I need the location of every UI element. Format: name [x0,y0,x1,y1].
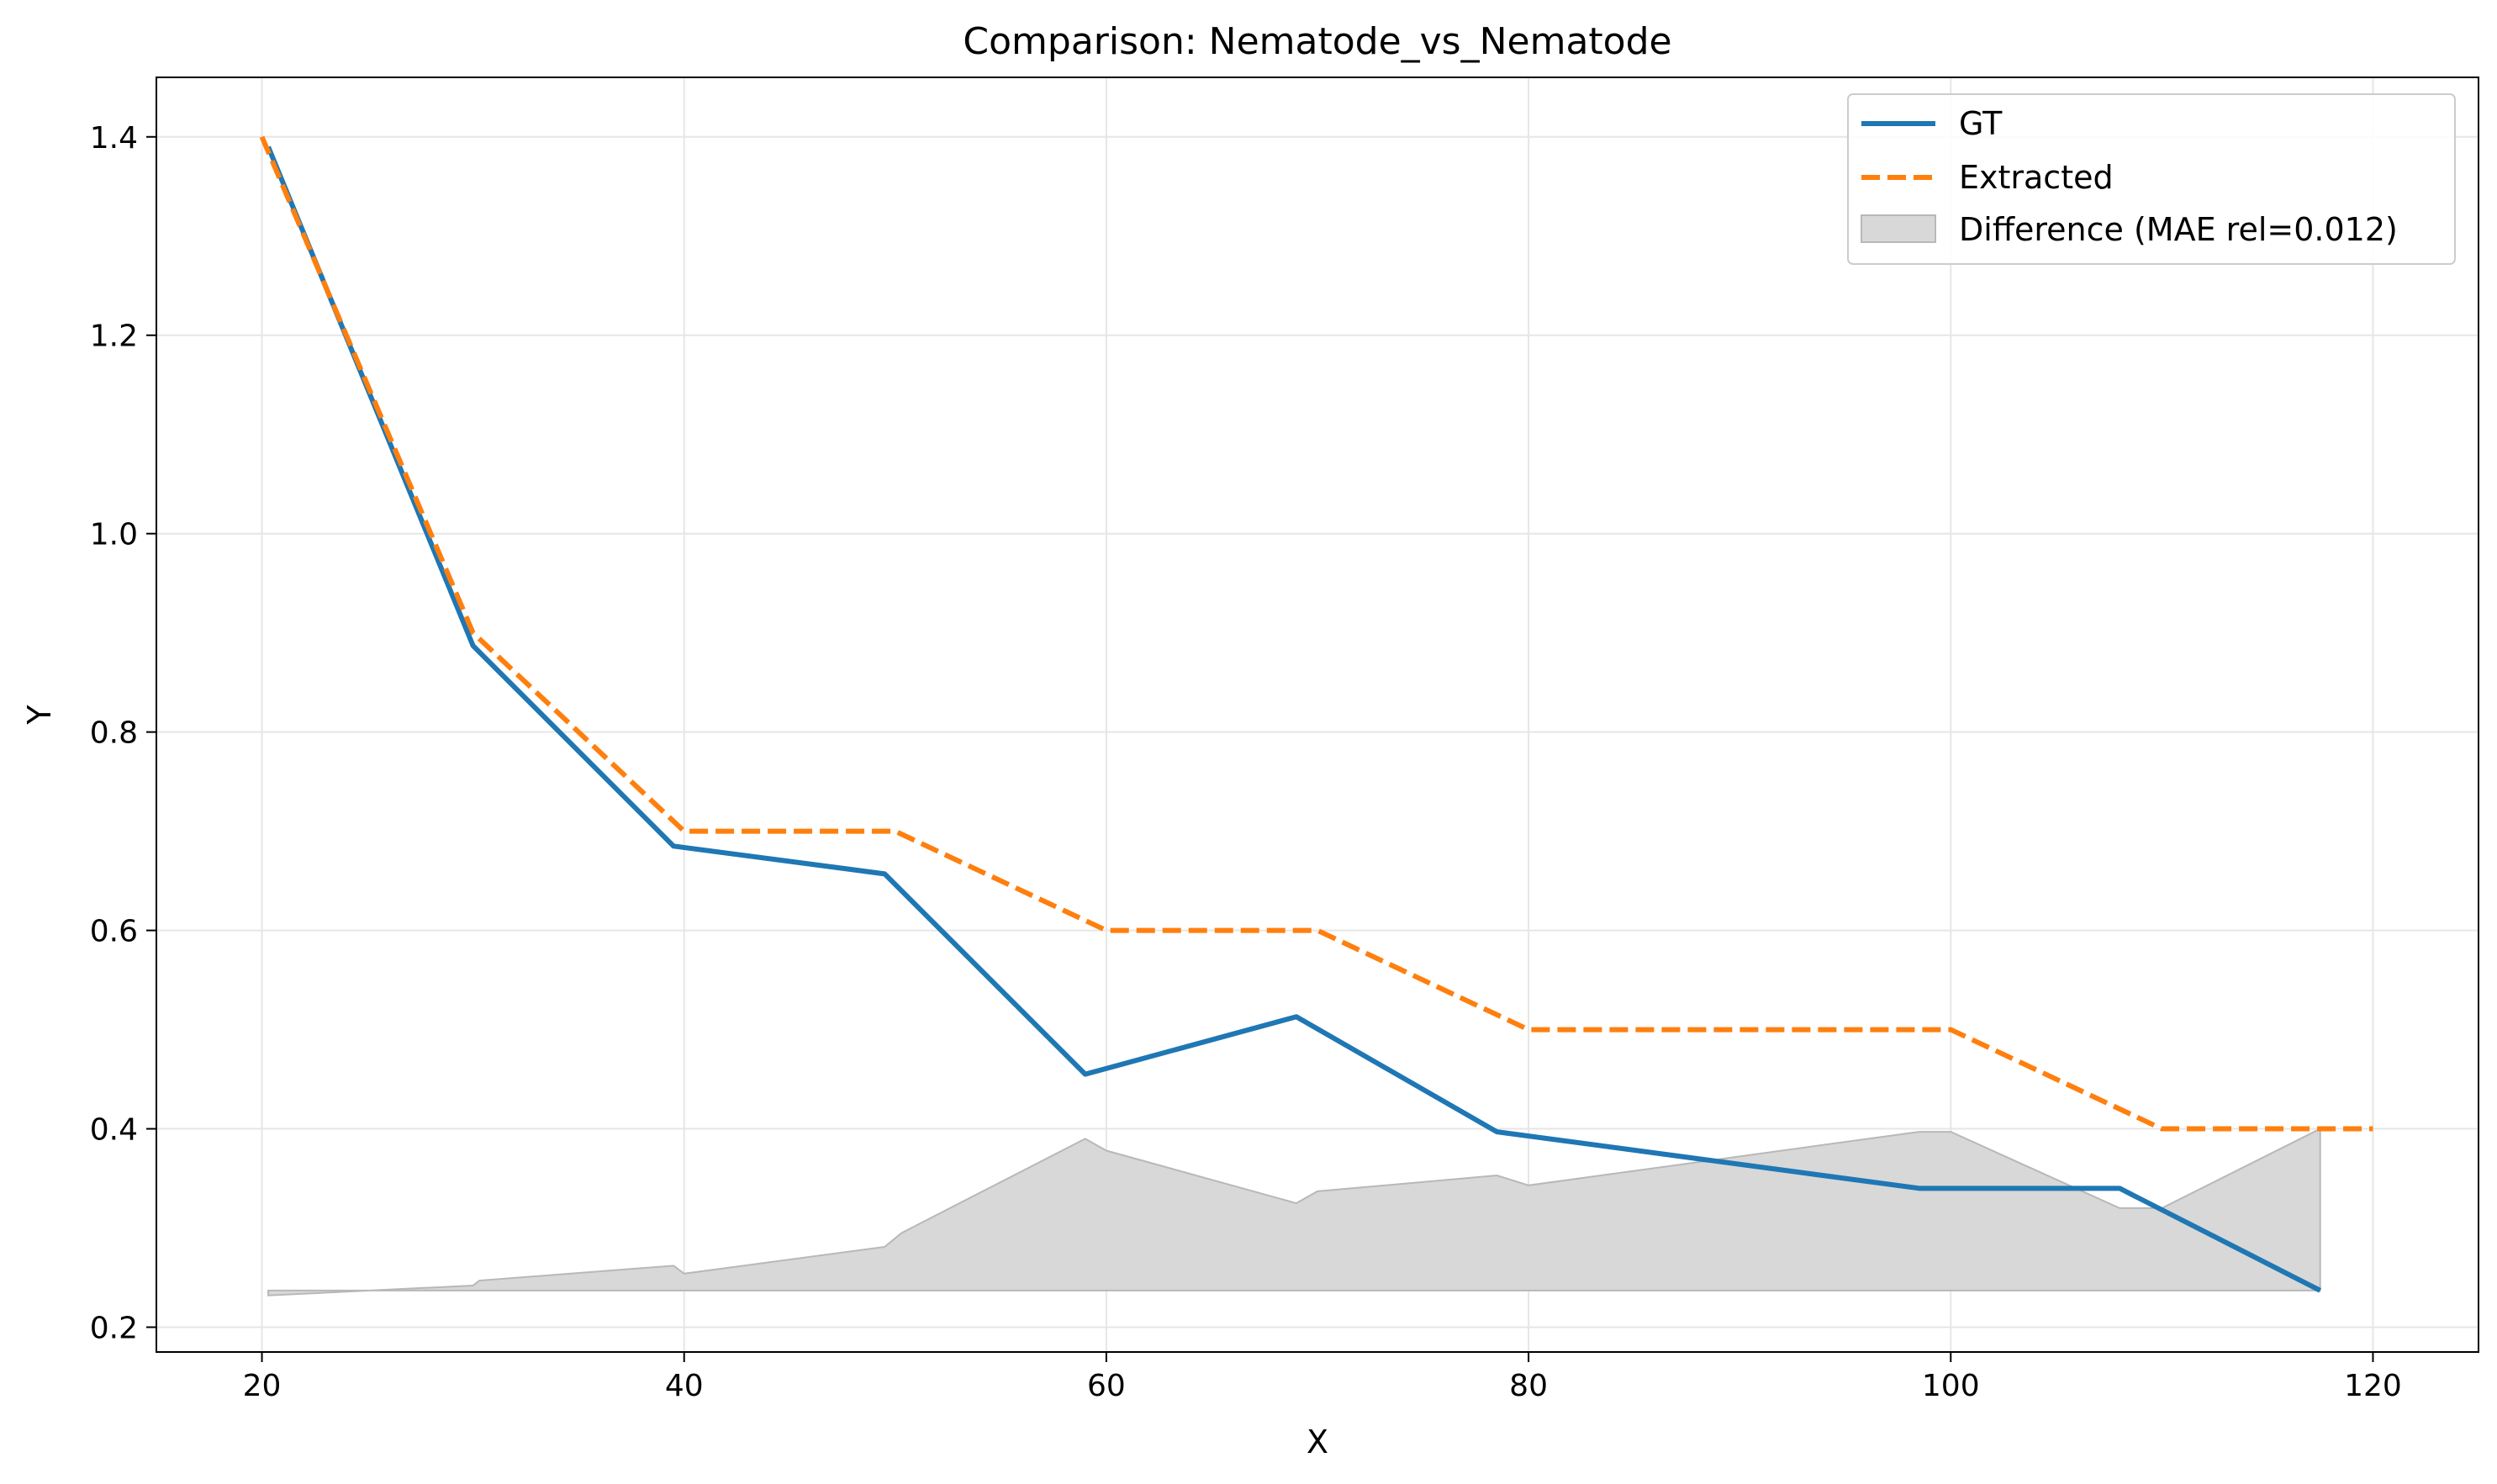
legend-gt-label: GT [1959,105,2003,142]
gt-series-line [266,145,2322,1293]
x-tick-label: 80 [1509,1369,1548,1403]
x-tick-label: 40 [665,1369,704,1403]
ticks: 20 40 60 80 100 120 0.2 0.4 0.6 0.8 1.0 1.2 1.4 [90,121,2402,1403]
legend-difference-label: Difference (MAE rel=0.012) [1959,211,2398,248]
x-tick-label: 20 [243,1369,282,1403]
legend-difference-swatch [1861,214,1936,243]
y-tick-label: 1.4 [90,121,138,156]
y-tick-label: 1.0 [90,518,138,552]
difference-area-layer [267,1127,2321,1297]
y-tick-label: 0.4 [90,1113,138,1148]
x-axis-label: X [1307,1423,1328,1460]
x-tick-label: 120 [2344,1369,2402,1403]
x-tick-label: 60 [1087,1369,1126,1403]
legend: GT Extracted Difference (MAE rel=0.012) [1847,93,2456,265]
plot-area-frame [156,77,2479,1353]
y-tick-label: 0.6 [90,915,138,949]
y-tick-label: 0.8 [90,716,138,751]
legend-box [1847,93,2456,265]
x-tick-label: 100 [1922,1369,1980,1403]
y-tick-label: 1.2 [90,320,138,354]
y-axis-label: Y [21,705,58,726]
extracted-series-line [259,135,2373,1132]
chart-title: Comparison: Nematode_vs_Nematode [963,20,1671,63]
difference-area [267,1127,2321,1297]
legend-extracted-label: Extracted [1959,159,2114,196]
y-tick-label: 0.2 [90,1312,138,1346]
grid [156,77,2479,1352]
series-layer [259,135,2373,1293]
